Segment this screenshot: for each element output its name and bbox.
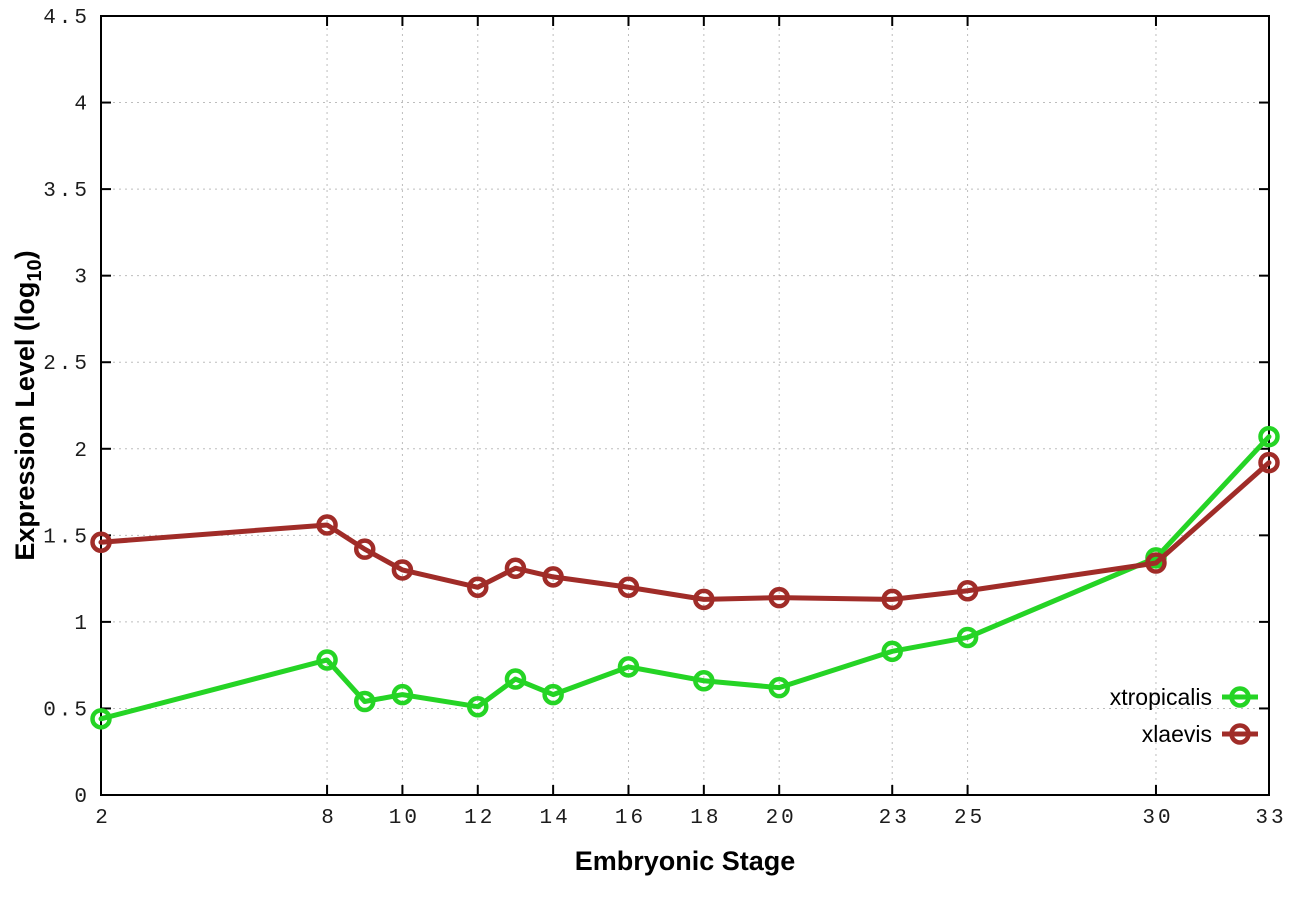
data-point-xtropicalis <box>353 690 376 713</box>
data-point-xlaevis <box>504 557 527 579</box>
x-tick-label: 16 <box>615 807 646 830</box>
data-point-xlaevis <box>1258 451 1280 474</box>
data-point-xlaevis <box>1145 552 1167 574</box>
x-tick-label: 10 <box>389 807 420 830</box>
x-tick-label: 23 <box>879 807 910 830</box>
data-point-xtropicalis <box>542 683 564 706</box>
data-point-xlaevis <box>542 566 564 588</box>
y-tick-label: 3 <box>74 267 90 290</box>
x-tick-label: 33 <box>1255 807 1286 830</box>
legend-marker-xtropicalis <box>1229 686 1251 708</box>
legend-label-xlaevis: xlaevis <box>1142 721 1212 747</box>
series-line-xlaevis <box>98 460 1272 602</box>
data-point-xlaevis <box>467 576 489 599</box>
y-tick-label: 2 <box>74 440 90 463</box>
data-point-xlaevis <box>316 514 338 536</box>
x-tick-label: 25 <box>954 807 985 830</box>
y-axis-title: Expression Level (log10) <box>10 250 46 560</box>
data-point-xlaevis <box>693 588 715 611</box>
series-line-xtropicalis <box>98 434 1272 722</box>
data-point-xlaevis <box>768 586 790 609</box>
x-tick-label: 14 <box>540 807 571 830</box>
x-tick-label: 12 <box>464 807 495 830</box>
data-point-xlaevis <box>881 588 903 611</box>
y-tick-label: 4.5 <box>43 7 90 30</box>
y-tick-label: 0 <box>74 786 90 809</box>
y-tick-label: 2.5 <box>43 353 90 376</box>
data-point-xtropicalis <box>90 708 112 730</box>
legend-marker-xlaevis <box>1229 723 1251 745</box>
data-point-xlaevis <box>353 538 376 560</box>
y-tick-label: 4 <box>74 94 90 117</box>
plot-border <box>100 15 1270 796</box>
data-point-xtropicalis <box>1258 425 1280 448</box>
y-tick-label: 0.5 <box>43 699 90 722</box>
data-point-xtropicalis <box>391 683 414 706</box>
data-point-xtropicalis <box>316 649 338 671</box>
data-point-xtropicalis <box>504 668 527 690</box>
data-point-xtropicalis <box>956 626 979 649</box>
data-point-xlaevis <box>90 531 112 554</box>
data-point-xtropicalis <box>768 676 790 699</box>
x-tick-label: 18 <box>690 807 721 830</box>
x-tick-label: 8 <box>321 807 337 830</box>
x-axis-title: Embryonic Stage <box>575 846 796 876</box>
data-point-xtropicalis <box>467 695 489 718</box>
data-point-xtropicalis <box>693 669 715 692</box>
y-tick-label: 3.5 <box>43 180 90 203</box>
x-tick-label: 20 <box>766 807 797 830</box>
legend-label-xtropicalis: xtropicalis <box>1110 684 1212 710</box>
x-tick-label: 2 <box>95 807 111 830</box>
data-point-xtropicalis <box>881 640 903 663</box>
data-point-xlaevis <box>391 559 414 581</box>
data-point-xlaevis <box>617 576 640 599</box>
data-point-xtropicalis <box>617 656 640 678</box>
y-tick-label: 1 <box>74 613 90 636</box>
x-tick-label: 30 <box>1142 807 1173 830</box>
y-tick-label: 1.5 <box>43 526 90 549</box>
data-point-xlaevis <box>956 579 979 602</box>
